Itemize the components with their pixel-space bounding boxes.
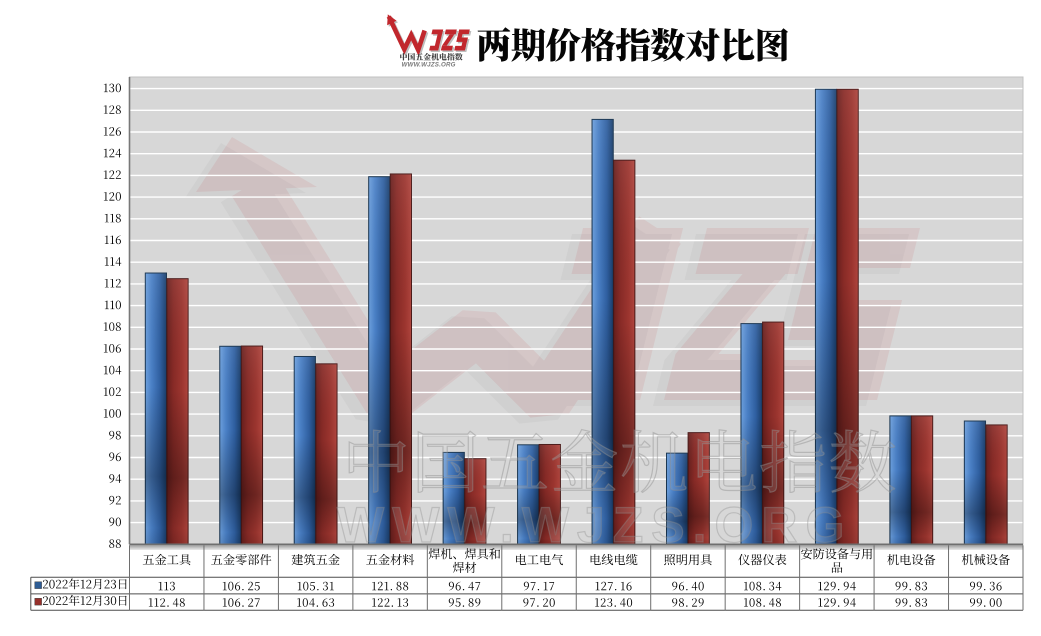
svg-text:WWW.WJZS.ORG: WWW.WJZS.ORG [337, 497, 852, 553]
svg-text:WWW.WJZS.ORG: WWW.WJZS.ORG [402, 62, 456, 69]
